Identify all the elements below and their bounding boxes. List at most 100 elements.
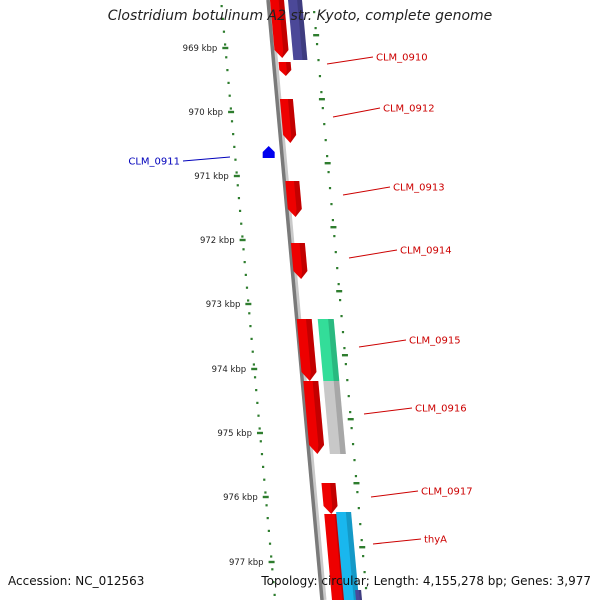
minor-tick	[257, 414, 260, 417]
minor-tick	[323, 123, 326, 126]
minor-tick	[251, 350, 254, 353]
minor-tick	[362, 555, 365, 558]
gene-arrow-clm-0913-body	[285, 181, 302, 217]
gene-arrow-clm-0912	[279, 99, 297, 143]
minor-tick	[321, 107, 324, 110]
cog-block-grey	[323, 381, 346, 454]
gene-arrow-clm-0917-shade	[330, 483, 338, 514]
minor-tick	[268, 542, 272, 545]
minor-tick	[349, 411, 352, 414]
major-tick	[330, 226, 337, 229]
gene-arrow-clm-0915-shade	[306, 319, 317, 381]
minor-tick	[327, 171, 330, 174]
minor-tick	[236, 184, 239, 187]
gene-arrow-clm-0912-body	[279, 99, 297, 143]
cog-block-grey-shade	[333, 381, 346, 454]
minor-tick	[267, 529, 270, 532]
gene-label-layer: CLM_0910 CLM_0911 CLM_0912 CLM_0913 CLM_0914…	[128, 53, 472, 546]
gene-label-clm-0911: CLM_0911	[128, 157, 180, 168]
leader-line-thya	[372, 538, 422, 545]
leader-line-clm-0914	[348, 249, 398, 259]
minor-tick	[255, 389, 258, 392]
minor-tick	[359, 523, 362, 526]
minor-tick	[353, 459, 356, 462]
gene-arrow-clm-0914-body	[290, 243, 308, 279]
genome-backbone-shadow	[267, 0, 327, 600]
minor-tick	[248, 312, 251, 315]
minor-tick	[344, 363, 347, 366]
gene-arrow-clm-0915	[296, 319, 317, 381]
tick-label: 971 kbp	[194, 172, 229, 182]
gene-label-clm-0917: CLM_0917	[421, 487, 473, 498]
leader-line-clm-0917	[370, 490, 419, 498]
gene-arrow-clm-0910-body	[278, 62, 292, 76]
gene-label-clm-0913: CLM_0913	[393, 183, 445, 194]
major-tick	[233, 174, 240, 178]
major-tick	[359, 546, 366, 549]
cog-block-navy-bottom-body	[355, 590, 362, 600]
cog-block-prev-shade	[297, 0, 308, 60]
tick-label: 969 kbp	[183, 44, 218, 54]
minor-tick	[360, 539, 363, 542]
minor-tick	[266, 517, 269, 520]
minor-tick	[232, 133, 235, 136]
minor-tick	[351, 443, 355, 446]
gene-arrow-clm-0913-shade	[293, 181, 302, 217]
gene-label-clm-0916: CLM_0916	[415, 404, 467, 415]
minor-tick	[272, 581, 275, 584]
genome-backbone	[266, 0, 324, 600]
cog-block-green-shade	[328, 319, 340, 381]
minor-tick	[354, 475, 358, 478]
minor-tick	[324, 139, 327, 142]
minor-tick	[221, 17, 224, 20]
minor-tick	[330, 203, 333, 206]
minor-tick	[220, 5, 223, 8]
gene-arrow-clm-0916-body	[303, 381, 325, 454]
minor-tick	[253, 376, 257, 379]
gene-arrow-clm-0917	[321, 483, 338, 514]
minor-tick	[226, 69, 229, 72]
minor-tick	[262, 465, 265, 468]
minor-tick	[240, 222, 243, 225]
minor-tick	[250, 337, 253, 340]
tick-layer: 969 kbp 970 kbp 971 kbp 972 kbp 973 kbp 974 k…	[183, 5, 368, 596]
minor-tick	[328, 187, 332, 190]
minor-tick	[263, 478, 266, 481]
minor-tick	[337, 283, 340, 286]
genome-summary-text: Topology: circular; Length: 4,155,278 bp…	[261, 574, 591, 588]
leader-line-clm-0915	[358, 339, 407, 348]
minor-tick	[364, 587, 368, 590]
minor-tick	[333, 235, 336, 238]
cog-block-navy-bottom	[355, 590, 362, 600]
tick-label: 977 kbp	[229, 558, 264, 568]
gene-arrow-prev-body	[269, 0, 289, 58]
tick-label: 972 kbp	[200, 236, 235, 246]
gene-arrow-clm-0914	[290, 243, 308, 279]
cog-block-prev-body	[287, 0, 308, 60]
gene-arrow-clm-0917-body	[321, 483, 338, 514]
major-tick	[239, 238, 246, 242]
major-tick	[324, 162, 331, 165]
minor-tick	[249, 325, 252, 328]
minor-tick	[273, 593, 276, 596]
minor-tick	[271, 568, 274, 571]
cog-block-green	[317, 319, 340, 381]
gene-arrow-clm-0915-body	[296, 319, 317, 381]
minor-tick	[347, 395, 350, 398]
leader-line-clm-0911	[182, 156, 231, 162]
minor-tick	[260, 453, 264, 456]
gene-arrow-clm-0916-shade	[312, 381, 325, 454]
major-tick	[341, 354, 348, 357]
minor-tick	[234, 158, 237, 161]
minor-tick	[247, 299, 250, 302]
minor-tick	[258, 427, 261, 430]
cog-block-cyan-body	[336, 512, 359, 600]
minor-tick	[238, 209, 242, 212]
minor-tick	[228, 94, 231, 97]
cog-block-cyan-shade	[345, 512, 359, 600]
minor-tick	[230, 120, 234, 123]
gene-label-clm-0910: CLM_0910	[376, 53, 428, 64]
gene-arrow-clm-0910-shade	[285, 62, 292, 76]
